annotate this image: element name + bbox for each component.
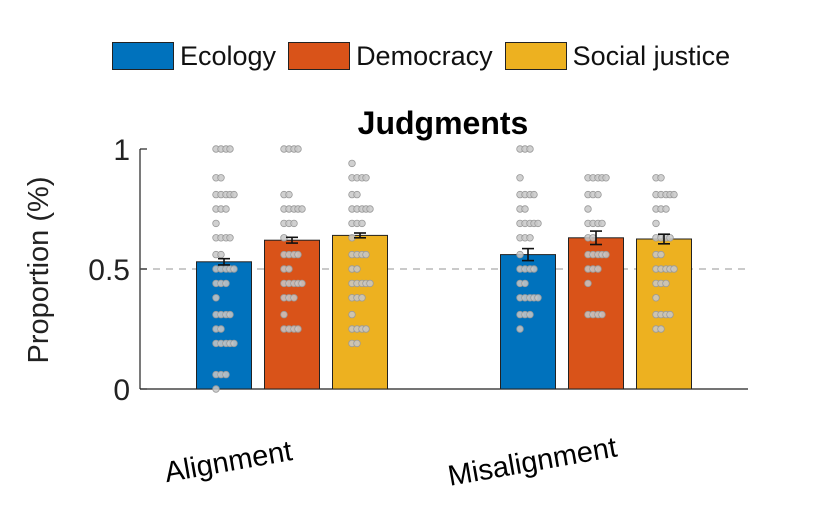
point-0-0-4-3 [226, 310, 234, 319]
point-0-0-2-4 [230, 339, 238, 348]
point-0-1-10-3 [294, 145, 302, 153]
point-0-2-11-3 [362, 174, 370, 182]
point-0-0-10-0 [212, 219, 220, 228]
point-1-0-5-0 [516, 250, 524, 259]
point-0-0-6-2 [222, 279, 230, 288]
point-0-2-5-1 [353, 265, 361, 273]
point-1-2-8-2 [662, 205, 670, 213]
point-1-2-6-3 [666, 234, 674, 242]
point-1-0-3-1 [521, 279, 529, 288]
point-0-0-7-4 [230, 265, 238, 273]
point-1-2-9-4 [670, 190, 678, 199]
legend-item-ecology: Ecology [112, 41, 276, 72]
point-0-0-3-1 [217, 325, 225, 333]
point-0-1-2-2 [290, 294, 298, 302]
point-0-1-1-0 [280, 310, 288, 319]
point-1-2-10-1 [657, 174, 665, 182]
point-1-2-2-0 [652, 294, 660, 302]
point-1-1-7-2 [594, 190, 602, 199]
point-1-0-4-3 [530, 265, 538, 273]
point-1-0-11-2 [526, 145, 534, 153]
point-1-2-7-0 [652, 219, 660, 228]
point-0-0-9-3 [226, 234, 234, 242]
bar-1-0 [500, 254, 556, 390]
point-1-2-5-1 [657, 250, 665, 259]
point-0-2-6-3 [362, 250, 370, 259]
point-0-0-14-3 [226, 145, 234, 153]
point-0-0-13-1 [217, 174, 225, 182]
point-0-1-0-3 [294, 325, 302, 333]
point-0-2-2-0 [348, 310, 356, 319]
point-1-1-6-0 [584, 205, 592, 213]
point-0-0-0-0 [212, 385, 220, 393]
point-1-2-3-2 [662, 279, 670, 288]
point-1-0-8-1 [521, 205, 529, 213]
point-0-1-3-4 [298, 279, 306, 288]
point-1-0-9-3 [530, 190, 538, 199]
point-0-0-1-2 [222, 370, 230, 379]
point-1-0-0-0 [516, 325, 524, 333]
x-tick-label-0: Alignment [162, 435, 295, 489]
point-0-2-3-2 [358, 294, 366, 302]
point-0-2-1-3 [362, 325, 370, 333]
legend-item-social-justice: Social justice [504, 40, 731, 72]
point-1-1-3-4 [602, 250, 610, 259]
plot-area: 0 0.5 1 Alignment Misalignment [88, 134, 748, 493]
chart-title: Judgments [358, 105, 529, 141]
point-1-1-5-3 [598, 219, 606, 228]
point-0-2-10-1 [353, 190, 361, 199]
point-0-1-9-1 [285, 190, 293, 199]
point-0-2-12-0 [348, 159, 356, 168]
bar-0-1 [264, 239, 320, 390]
point-1-0-10-0 [516, 174, 524, 182]
point-1-2-4-4 [670, 265, 678, 273]
point-0-0-12-4 [230, 190, 238, 199]
y-axis-label: Proportion (%) [23, 177, 55, 364]
point-1-2-0-1 [657, 325, 665, 333]
point-0-1-5-3 [294, 250, 302, 259]
point-0-1-7-2 [290, 219, 298, 228]
legend-item-democracy: Democracy [288, 41, 493, 72]
legend: Ecology Democracy Social justice [112, 40, 742, 72]
legend-label-social-justice: Social justice [572, 40, 731, 71]
point-1-0-2-4 [534, 294, 542, 302]
point-1-1-1-0 [584, 279, 592, 288]
y-tick-label-2: 1 [113, 134, 130, 167]
point-0-2-9-4 [366, 205, 374, 213]
legend-label-ecology: Ecology [180, 40, 277, 71]
legend-swatch-ecology [112, 42, 174, 70]
point-0-2-4-4 [366, 279, 374, 288]
point-1-1-0-3 [598, 310, 606, 319]
point-0-0-5-0 [212, 294, 220, 302]
point-1-2-1-3 [666, 310, 674, 319]
legend-swatch-democracy [288, 42, 351, 70]
legend-label-democracy: Democracy [356, 40, 493, 71]
point-0-1-8-4 [298, 205, 306, 213]
point-0-2-8-2 [358, 219, 366, 228]
point-0-1-4-1 [285, 265, 293, 273]
point-1-0-6-2 [526, 234, 534, 242]
point-0-0-8-1 [217, 250, 225, 259]
point-1-1-2-2 [594, 265, 602, 273]
point-0-0-11-2 [222, 205, 230, 213]
point-0-2-0-1 [353, 339, 361, 348]
legend-swatch-social-justice [504, 42, 567, 70]
point-1-1-8-4 [602, 174, 610, 182]
x-tick-label-1: Misalignment [446, 432, 620, 493]
point-1-0-1-2 [526, 310, 534, 319]
bar-0-2 [332, 234, 388, 390]
y-tick-label-1: 0.5 [88, 254, 130, 287]
point-1-0-7-4 [534, 219, 542, 228]
y-tick-label-0: 0 [113, 374, 130, 407]
